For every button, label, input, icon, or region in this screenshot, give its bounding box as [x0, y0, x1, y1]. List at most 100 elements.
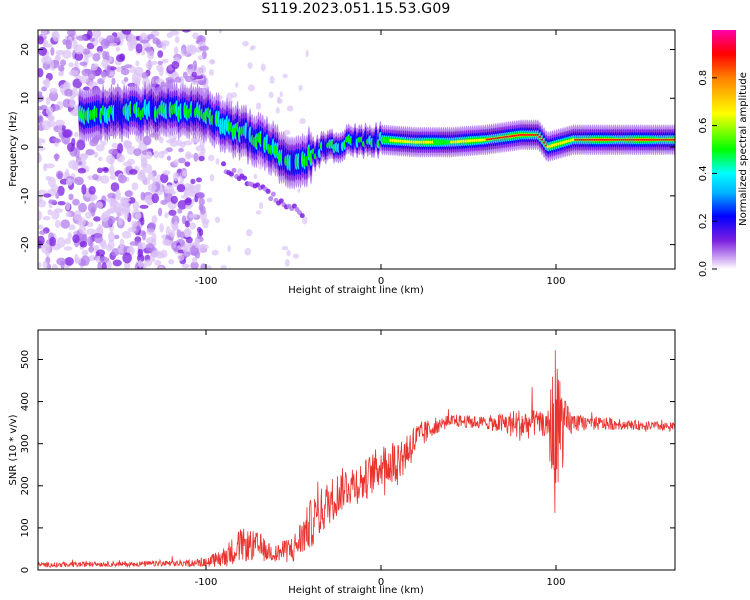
noise-blob — [64, 237, 71, 245]
noise-blob — [168, 79, 176, 84]
noise-blob — [38, 152, 41, 163]
noise-blob — [165, 226, 171, 237]
noise-blob — [204, 265, 212, 269]
noise-blob — [196, 226, 202, 233]
noise-blob — [242, 40, 249, 47]
noise-blob — [38, 46, 48, 56]
noise-blob — [112, 259, 122, 267]
top-y-tick-label: 0 — [20, 144, 31, 150]
noise-blob — [120, 208, 131, 213]
noise-blob — [51, 210, 60, 220]
noise-blob — [182, 71, 188, 79]
noise-blob — [64, 88, 74, 97]
noise-blob — [194, 74, 204, 80]
noise-blob — [172, 132, 177, 141]
noise-blob — [43, 55, 52, 65]
noise-blob — [119, 238, 125, 250]
noise-blob — [55, 119, 65, 127]
noise-blob — [106, 259, 112, 269]
noise-blob — [202, 220, 209, 229]
noise-blob — [38, 106, 44, 111]
noise-blob — [121, 231, 132, 239]
noise-blob — [157, 60, 163, 65]
noise-blob — [180, 231, 185, 239]
noise-blob — [88, 246, 95, 253]
colorbar: 0.0 0.2 0.4 0.6 0.8 Normalized spectral ampl… — [698, 30, 749, 277]
noise-blob — [170, 195, 178, 204]
noise-blob — [47, 209, 53, 216]
noise-blob — [292, 253, 300, 259]
noise-blob — [78, 224, 86, 234]
noise-blob — [98, 156, 103, 162]
noise-blob — [131, 72, 142, 84]
top-plot-frame — [37, 29, 676, 270]
noise-blob — [92, 173, 99, 181]
noise-blob — [122, 252, 132, 264]
bottom-y-tick-label: 100 — [20, 518, 31, 537]
noise-blob — [146, 48, 155, 60]
noise-blob — [181, 263, 190, 269]
noise-blob — [49, 87, 58, 94]
noise-blob — [131, 220, 138, 228]
noise-blob — [166, 155, 172, 161]
noise-blob — [86, 228, 96, 235]
noise-blob — [256, 210, 262, 215]
noise-blob — [185, 236, 193, 244]
secondary-branch-blob — [268, 196, 274, 202]
noise-blob — [73, 210, 82, 221]
top-x-tick-label: 0 — [378, 276, 384, 287]
noise-blob — [198, 244, 207, 254]
noise-blob — [57, 123, 63, 133]
noise-blob — [38, 146, 46, 152]
noise-blob — [76, 35, 87, 41]
noise-blob — [120, 68, 130, 76]
noise-blob — [145, 243, 155, 252]
bottom-panel: -100 0 100 0 100 200 300 400 500 Height of strai… — [8, 329, 676, 596]
noise-blob — [43, 78, 51, 89]
noise-blob — [106, 197, 116, 203]
noise-blob — [117, 247, 123, 254]
noise-blob — [59, 84, 65, 94]
noise-blob — [38, 137, 43, 144]
noise-blob — [97, 224, 103, 235]
noise-blob — [171, 60, 180, 70]
noise-blob — [48, 90, 59, 102]
noise-blob — [173, 46, 179, 55]
noise-blob — [206, 197, 213, 203]
noise-blob — [235, 82, 239, 88]
noise-blob — [260, 63, 266, 72]
noise-blob — [38, 114, 44, 125]
noise-blob — [124, 64, 133, 69]
noise-blob — [147, 171, 154, 181]
noise-blob — [103, 167, 109, 173]
noise-blob — [209, 174, 215, 182]
noise-blob — [187, 45, 197, 55]
noise-blob — [161, 58, 169, 64]
noise-blob — [124, 261, 131, 269]
noise-blob — [113, 36, 121, 43]
noise-blob — [65, 201, 71, 211]
noise-blob — [110, 182, 120, 192]
noise-blob — [111, 77, 116, 86]
noise-blob — [88, 81, 99, 87]
noise-blob — [198, 45, 209, 52]
noise-blob — [160, 173, 169, 184]
noise-blob — [123, 77, 129, 82]
noise-blob — [195, 67, 203, 77]
noise-blob — [54, 153, 59, 162]
noise-blob — [68, 159, 78, 169]
noise-blob — [129, 168, 138, 175]
noise-blob — [117, 217, 123, 226]
noise-blob — [72, 39, 78, 51]
noise-blob — [60, 59, 67, 67]
noise-blob — [110, 202, 118, 208]
noise-blob — [38, 110, 42, 117]
noise-blob — [56, 257, 66, 266]
noise-blob — [63, 246, 73, 251]
noise-blob — [135, 43, 143, 54]
noise-blob — [268, 91, 274, 99]
top-y-tick-label: 20 — [20, 43, 31, 56]
noise-blob — [127, 44, 134, 52]
noise-blob — [195, 184, 201, 194]
noise-blob — [88, 255, 97, 262]
